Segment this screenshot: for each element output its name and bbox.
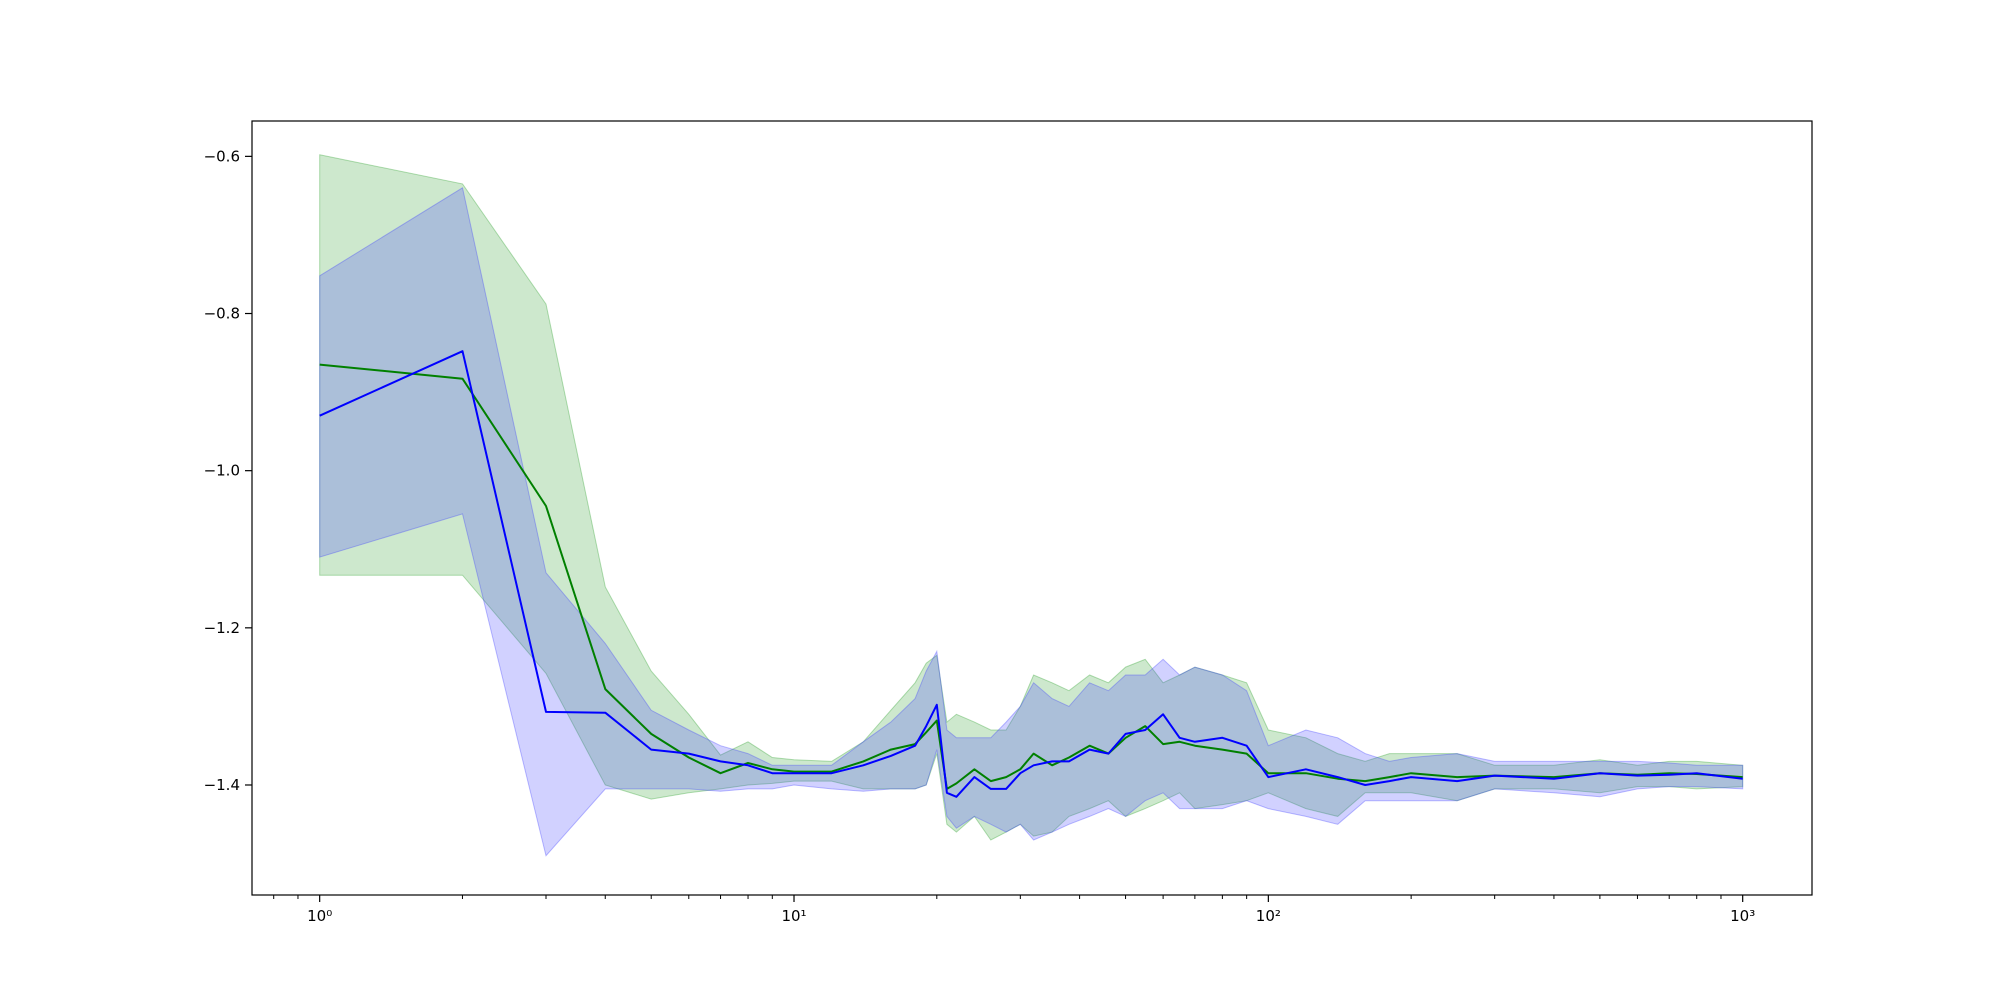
x-tick-label: 10²	[1256, 907, 1281, 925]
x-tick-label: 10³	[1730, 907, 1755, 925]
series-2-band	[319, 187, 1744, 857]
x-axis: 10⁰ 10¹ 10² 10³	[273, 895, 1755, 925]
y-tick-label: −1.4	[204, 776, 240, 794]
y-tick-label: −1.2	[204, 619, 240, 637]
series-2-line	[319, 350, 1743, 798]
y-tick-label: −1.0	[204, 462, 240, 480]
plot-frame	[251, 120, 1813, 896]
y-axis: −0.6 −0.8 −1.0 −1.2 −1.4	[204, 147, 252, 794]
series-1-band	[319, 154, 1744, 841]
x-tick-label: 10¹	[781, 907, 806, 925]
y-tick-label: −0.8	[204, 305, 240, 323]
x-tick-label: 10⁰	[307, 907, 332, 925]
confidence-bands	[319, 154, 1744, 857]
y-tick-label: −0.6	[204, 147, 240, 165]
series-lines	[319, 350, 1743, 798]
